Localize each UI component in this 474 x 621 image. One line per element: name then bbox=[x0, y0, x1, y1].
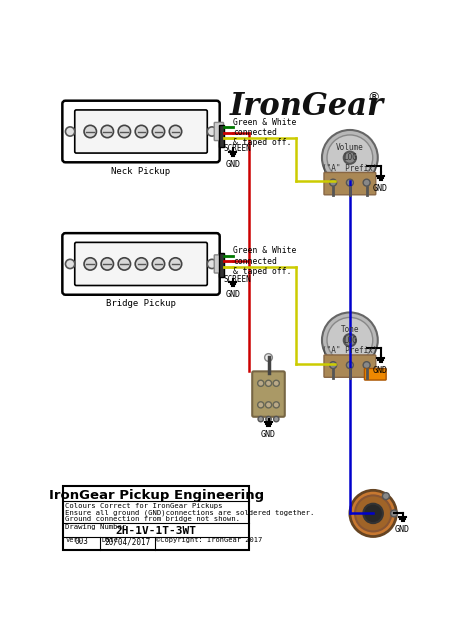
Circle shape bbox=[135, 258, 147, 270]
FancyBboxPatch shape bbox=[365, 368, 386, 380]
Circle shape bbox=[355, 496, 391, 532]
Circle shape bbox=[101, 125, 113, 138]
Circle shape bbox=[327, 317, 373, 363]
Circle shape bbox=[264, 353, 273, 361]
Text: 003: 003 bbox=[75, 537, 89, 546]
Text: Ver.: Ver. bbox=[65, 537, 82, 543]
Text: Date: Date bbox=[102, 537, 119, 543]
Bar bbox=[219, 253, 224, 277]
FancyBboxPatch shape bbox=[63, 101, 219, 162]
FancyBboxPatch shape bbox=[324, 355, 376, 378]
Circle shape bbox=[391, 510, 398, 517]
Text: SCREEN: SCREEN bbox=[224, 274, 251, 284]
Text: Green & White
connected
& taped off.: Green & White connected & taped off. bbox=[233, 117, 296, 147]
Circle shape bbox=[118, 125, 130, 138]
Bar bbox=[219, 125, 224, 147]
Circle shape bbox=[265, 402, 272, 408]
Text: 20/04/2017: 20/04/2017 bbox=[104, 537, 151, 546]
Circle shape bbox=[265, 380, 272, 386]
Circle shape bbox=[258, 380, 264, 386]
Text: GND: GND bbox=[225, 290, 240, 299]
Text: GND: GND bbox=[225, 160, 240, 169]
Circle shape bbox=[322, 130, 378, 186]
Text: ®: ® bbox=[367, 91, 379, 104]
Circle shape bbox=[344, 334, 356, 347]
Text: GND: GND bbox=[373, 366, 388, 375]
Text: IronGear: IronGear bbox=[230, 91, 384, 122]
Text: 2H-1V-1T-3WT: 2H-1V-1T-3WT bbox=[116, 526, 197, 536]
Circle shape bbox=[152, 125, 164, 138]
Text: GND: GND bbox=[395, 525, 410, 534]
Circle shape bbox=[273, 402, 279, 408]
Text: Ground connection from bridge not shown.: Ground connection from bridge not shown. bbox=[65, 515, 240, 522]
Text: Bridge Pickup: Bridge Pickup bbox=[106, 299, 176, 309]
Text: ©Copyright: IronGear 2017: ©Copyright: IronGear 2017 bbox=[156, 537, 263, 543]
Circle shape bbox=[258, 417, 264, 422]
Circle shape bbox=[169, 125, 182, 138]
Text: GND: GND bbox=[261, 430, 276, 439]
Circle shape bbox=[322, 312, 378, 368]
Bar bbox=[63, 486, 249, 550]
Text: Green & White
connected
& taped off.: Green & White connected & taped off. bbox=[233, 246, 296, 276]
FancyBboxPatch shape bbox=[75, 110, 207, 153]
Circle shape bbox=[363, 179, 370, 186]
FancyBboxPatch shape bbox=[75, 242, 207, 286]
Circle shape bbox=[135, 125, 147, 138]
Circle shape bbox=[329, 361, 337, 369]
Circle shape bbox=[65, 127, 75, 136]
Circle shape bbox=[258, 402, 264, 408]
Circle shape bbox=[207, 260, 217, 268]
FancyBboxPatch shape bbox=[252, 371, 285, 417]
FancyBboxPatch shape bbox=[324, 173, 376, 195]
Circle shape bbox=[363, 361, 370, 369]
Circle shape bbox=[152, 258, 164, 270]
Text: Tone
LOG
("A" Prefix): Tone LOG ("A" Prefix) bbox=[322, 325, 378, 355]
Circle shape bbox=[350, 491, 396, 537]
Text: Colours Correct for IronGear Pickups: Colours Correct for IronGear Pickups bbox=[65, 502, 223, 509]
Circle shape bbox=[118, 258, 130, 270]
Text: Neck Pickup: Neck Pickup bbox=[111, 167, 171, 176]
Text: IronGear Pickup Engineering: IronGear Pickup Engineering bbox=[48, 489, 264, 502]
Text: Volume
LOG
("A" Prefix): Volume LOG ("A" Prefix) bbox=[322, 143, 378, 173]
Text: SCREEN: SCREEN bbox=[224, 145, 251, 153]
Circle shape bbox=[169, 258, 182, 270]
Circle shape bbox=[84, 258, 96, 270]
Circle shape bbox=[65, 260, 75, 268]
Circle shape bbox=[101, 258, 113, 270]
Circle shape bbox=[329, 179, 337, 186]
Text: GND: GND bbox=[373, 184, 388, 193]
FancyBboxPatch shape bbox=[214, 255, 224, 273]
Circle shape bbox=[364, 504, 383, 523]
Circle shape bbox=[207, 127, 217, 136]
FancyBboxPatch shape bbox=[214, 122, 224, 140]
Circle shape bbox=[383, 492, 390, 499]
Circle shape bbox=[346, 179, 353, 186]
Circle shape bbox=[273, 380, 279, 386]
Circle shape bbox=[273, 417, 279, 422]
Circle shape bbox=[84, 125, 96, 138]
Text: Drawing Number: Drawing Number bbox=[65, 524, 127, 530]
Text: Ensure all ground (GND)connections are soldered together.: Ensure all ground (GND)connections are s… bbox=[65, 509, 315, 515]
Circle shape bbox=[344, 152, 356, 164]
Circle shape bbox=[327, 135, 373, 181]
FancyBboxPatch shape bbox=[63, 233, 219, 295]
Circle shape bbox=[266, 417, 271, 422]
Circle shape bbox=[346, 361, 353, 369]
